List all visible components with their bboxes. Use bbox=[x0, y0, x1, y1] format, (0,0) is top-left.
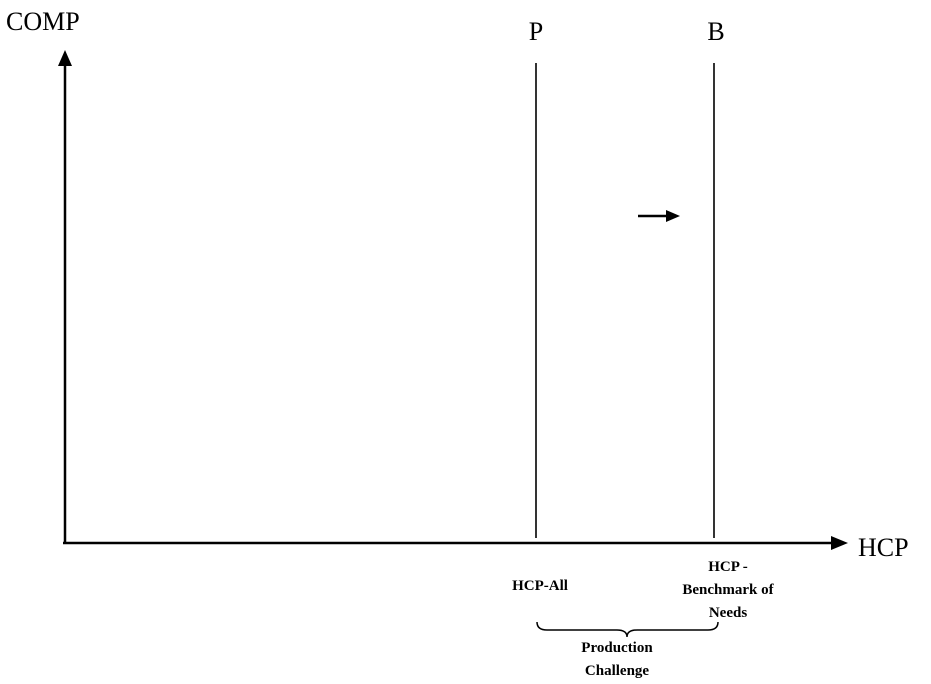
b-line-bottom-label-2: Benchmark of bbox=[682, 582, 774, 598]
shift-arrow-head bbox=[666, 210, 680, 222]
brace-label-2: Challenge bbox=[585, 663, 650, 679]
x-axis-arrowhead bbox=[831, 536, 848, 550]
y-axis-label: COMP bbox=[6, 7, 80, 36]
b-line-bottom-label-1: HCP - bbox=[708, 559, 748, 575]
p-line-bottom-label: HCP-All bbox=[512, 578, 568, 594]
p-line-label: P bbox=[529, 17, 543, 46]
production-challenge-brace bbox=[536, 621, 719, 638]
b-line-bottom-label-3: Needs bbox=[709, 605, 747, 621]
brace-label-1: Production bbox=[581, 640, 653, 656]
y-axis-arrowhead bbox=[58, 50, 72, 66]
b-line-label: B bbox=[707, 17, 724, 46]
x-axis-label: HCP bbox=[858, 533, 909, 562]
